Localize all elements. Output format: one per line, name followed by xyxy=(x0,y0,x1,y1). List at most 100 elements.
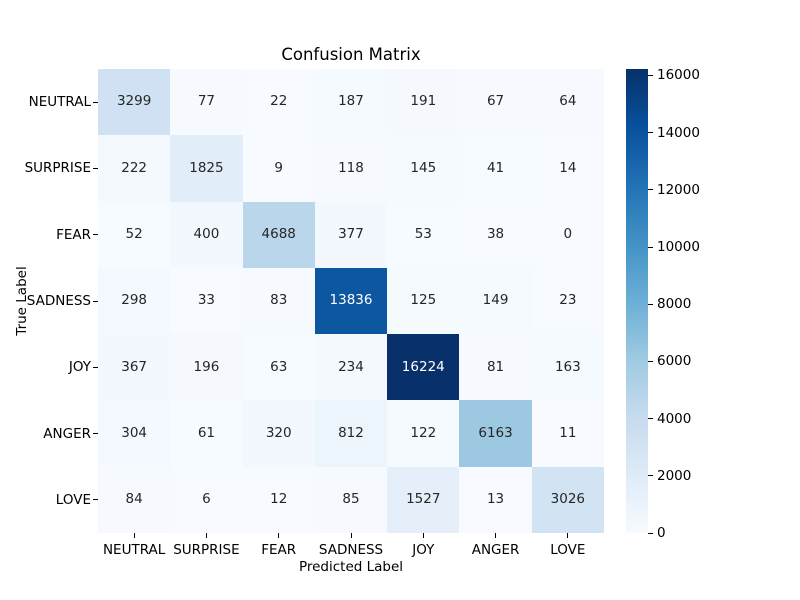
heatmap-cell: 298 xyxy=(98,267,171,335)
heatmap-cell: 13836 xyxy=(314,267,388,335)
heatmap-cell: 84 xyxy=(98,466,171,533)
colorbar-tick-label: 4000 xyxy=(657,410,692,427)
heatmap-cell: 812 xyxy=(314,400,388,467)
heatmap-cell: 187 xyxy=(314,69,388,136)
heatmap-cell: 149 xyxy=(459,267,532,335)
heatmap-cell: 11 xyxy=(531,400,604,467)
heatmap-cell: 13 xyxy=(459,466,532,533)
heatmap-cell: 4688 xyxy=(242,201,315,268)
heatmap-cell: 53 xyxy=(387,201,460,268)
heatmap-cell: 6163 xyxy=(459,400,532,467)
x-tick-mark xyxy=(495,533,497,538)
heatmap-cell: 125 xyxy=(387,267,460,335)
colorbar-tick-mark xyxy=(648,132,653,134)
heatmap-cell: 320 xyxy=(242,400,315,467)
colorbar-tick-label: 14000 xyxy=(657,124,700,141)
heatmap-cell: 122 xyxy=(387,400,460,467)
colorbar-tick-label: 2000 xyxy=(657,467,692,484)
x-axis-label: Predicted Label xyxy=(298,559,404,575)
heatmap-cell: 191 xyxy=(387,69,460,136)
heatmap-cell: 81 xyxy=(459,334,532,401)
heatmap-cell: 77 xyxy=(170,69,243,136)
colorbar-tick-label: 12000 xyxy=(657,181,700,198)
heatmap-cell: 367 xyxy=(98,334,171,401)
heatmap-cell: 118 xyxy=(314,135,388,202)
x-tick-mark xyxy=(350,533,352,538)
heatmap-cell: 38 xyxy=(459,201,532,268)
heatmap-cell: 83 xyxy=(242,267,315,335)
heatmap-cell: 52 xyxy=(98,201,171,268)
x-tick-label: LOVE xyxy=(550,542,586,558)
y-tick-mark xyxy=(93,300,98,302)
colorbar-tick-mark xyxy=(648,189,653,191)
heatmap-cell: 33 xyxy=(170,267,243,335)
y-tick-mark xyxy=(93,234,98,236)
y-tick-mark xyxy=(93,499,98,501)
heatmap-cell: 304 xyxy=(98,400,171,467)
heatmap-cell: 61 xyxy=(170,400,243,467)
heatmap-cell: 145 xyxy=(387,135,460,202)
heatmap-cell: 9 xyxy=(242,135,315,202)
y-tick-label: ANGER xyxy=(43,425,91,442)
x-tick-mark xyxy=(567,533,569,538)
heatmap-cell: 41 xyxy=(459,135,532,202)
heatmap-cell: 14 xyxy=(531,135,604,202)
x-tick-label: NEUTRAL xyxy=(102,542,166,558)
colorbar-tick-mark xyxy=(648,360,653,362)
heatmap-cell: 67 xyxy=(459,69,532,136)
y-tick-mark xyxy=(93,101,98,103)
colorbar-tick-mark xyxy=(648,303,653,305)
colorbar-tick-label: 10000 xyxy=(657,239,700,255)
x-tick-label: SADNESS xyxy=(318,542,384,558)
colorbar-tick-mark xyxy=(648,246,653,248)
heatmap-cell: 222 xyxy=(98,135,171,202)
heatmap-cell: 3026 xyxy=(531,466,604,533)
y-tick-label: SURPRISE xyxy=(24,160,91,177)
heatmap-cell: 63 xyxy=(242,334,315,401)
y-tick-mark xyxy=(93,433,98,435)
heatmap-cell: 3299 xyxy=(98,69,171,136)
colorbar-tick-label: 8000 xyxy=(657,296,692,313)
chart-title: Confusion Matrix xyxy=(281,45,421,64)
colorbar-tick-label: 6000 xyxy=(657,353,692,370)
y-tick-mark xyxy=(93,366,98,368)
heatmap-cell: 196 xyxy=(170,334,243,401)
heatmap-cell: 163 xyxy=(531,334,604,401)
heatmap-cell: 1527 xyxy=(387,466,460,533)
heatmap-cell: 377 xyxy=(314,201,388,268)
heatmap-cell: 400 xyxy=(170,201,243,268)
colorbar-tick-label: 16000 xyxy=(657,67,700,84)
x-tick-mark xyxy=(422,533,424,538)
colorbar-tick-label: 0 xyxy=(657,525,666,541)
y-tick-label: JOY xyxy=(68,359,91,376)
colorbar-tick-mark xyxy=(648,532,653,534)
heatmap-cell: 16224 xyxy=(387,334,460,401)
colorbar-tick-mark xyxy=(648,74,653,76)
y-tick-mark xyxy=(93,167,98,169)
x-tick-label: SURPRISE xyxy=(173,542,240,558)
heatmap-cell: 23 xyxy=(531,267,604,335)
colorbar-tick-mark xyxy=(648,418,653,420)
heatmap-cell: 1825 xyxy=(170,135,243,202)
heatmap-cell: 0 xyxy=(531,201,604,268)
heatmap-cell: 22 xyxy=(242,69,315,136)
y-tick-label: FEAR xyxy=(56,226,91,243)
x-tick-mark xyxy=(278,533,280,538)
heatmap-cell: 6 xyxy=(170,466,243,533)
colorbar-tick-mark xyxy=(648,475,653,477)
heatmap-grid: 3299 77 22 187 191 67 64 222 1825 9 118 145 41 14 52 40… xyxy=(98,69,604,533)
x-tick-mark xyxy=(133,533,135,538)
x-tick-label: JOY xyxy=(412,542,435,558)
heatmap-cell: 234 xyxy=(314,334,388,401)
y-tick-label: NEUTRAL xyxy=(28,94,91,111)
y-tick-label: SADNESS xyxy=(26,293,91,309)
x-tick-label: FEAR xyxy=(261,542,297,558)
heatmap-cell: 12 xyxy=(242,466,315,533)
y-tick-label: LOVE xyxy=(55,491,91,508)
heatmap-cell: 64 xyxy=(531,69,604,136)
x-tick-label: ANGER xyxy=(471,542,520,558)
heatmap-cell: 85 xyxy=(314,466,388,533)
colorbar xyxy=(626,69,648,533)
x-tick-mark xyxy=(205,533,207,538)
